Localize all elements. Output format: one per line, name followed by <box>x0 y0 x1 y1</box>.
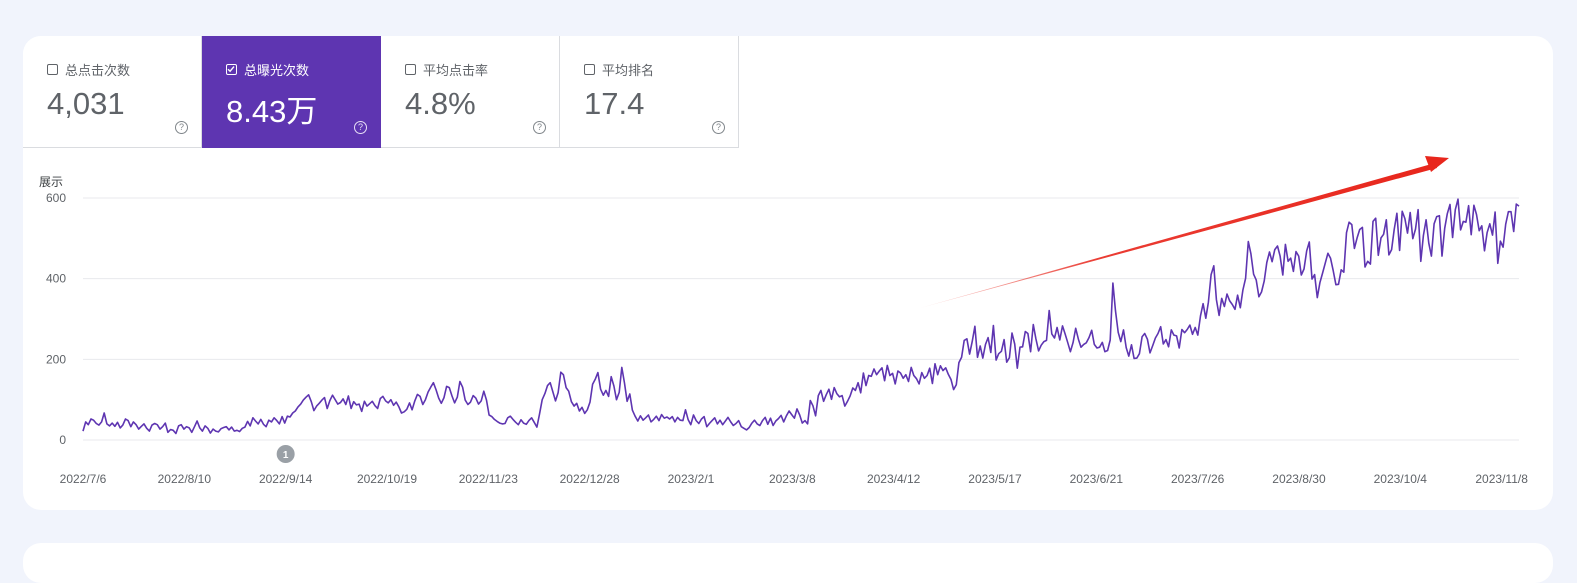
metric-average-position[interactable]: 平均排名 17.4 ? <box>560 36 739 148</box>
x-tick-label: 2023/4/12 <box>867 472 921 486</box>
y-tick-label: 0 <box>59 433 66 447</box>
annotation-layer: 1 <box>276 156 1449 463</box>
x-tick-label: 2022/9/14 <box>259 472 313 486</box>
chart-svg: 展示 0 200 400 600 2022/7/6 2022/8/10 2022/9/14… <box>39 156 1529 486</box>
annotation-marker <box>276 445 295 463</box>
checkbox-icon[interactable] <box>47 64 58 75</box>
metric-value: 4.8% <box>405 86 476 121</box>
grid-layer <box>83 197 1519 441</box>
checkbox-icon[interactable] <box>405 64 416 75</box>
metric-average-ctr[interactable]: 平均点击率 4.8% ? <box>381 36 560 148</box>
y-tick-label: 600 <box>46 191 66 205</box>
x-tick-layer: 2022/7/6 2022/8/10 2022/9/14 2022/10/19 2022… <box>60 472 1529 486</box>
x-tick-label: 2023/6/21 <box>1070 472 1124 486</box>
y-tick-label: 200 <box>46 352 66 366</box>
x-tick-label: 2023/8/30 <box>1272 472 1326 486</box>
x-tick-label: 2022/11/23 <box>459 472 518 486</box>
checkbox-checked-icon[interactable] <box>226 64 237 75</box>
x-tick-label: 2023/10/4 <box>1374 472 1428 486</box>
x-tick-label: 2023/5/17 <box>968 472 1022 486</box>
trend-arrow-annotation <box>920 163 1437 308</box>
x-tick-label: 2022/12/28 <box>560 472 620 486</box>
help-circle-icon[interactable]: ? <box>175 121 188 134</box>
metric-label: 总点击次数 <box>65 63 131 78</box>
metric-value: 4,031 <box>47 86 125 121</box>
x-tick-label: 2023/2/1 <box>668 472 715 486</box>
x-tick-label: 2022/7/6 <box>60 472 107 486</box>
metric-value: 17.4 <box>584 86 645 121</box>
metric-value: 8.43万 <box>226 94 318 129</box>
y-axis-label: 展示 <box>39 175 63 189</box>
metric-label: 平均排名 <box>602 63 655 78</box>
y-tick-label: 400 <box>46 272 66 286</box>
x-tick-label: 2022/10/19 <box>357 472 417 486</box>
metric-label: 平均点击率 <box>423 63 489 78</box>
metric-total-clicks[interactable]: 总点击次数 4,031 ? <box>23 36 202 148</box>
metric-tabs: 总点击次数 4,031 ? 总曝光次数 8.43万 ? 平均点击率 4.8% ? <box>23 36 739 149</box>
x-tick-label: 2023/11/8 <box>1475 472 1528 486</box>
help-circle-icon[interactable]: ? <box>354 121 367 134</box>
performance-card: 总点击次数 4,031 ? 总曝光次数 8.43万 ? 平均点击率 4.8% ? <box>23 36 1553 510</box>
annotation-marker-label: 1 <box>283 450 289 461</box>
x-tick-label: 2022/8/10 <box>158 472 212 486</box>
checkbox-icon[interactable] <box>584 64 595 75</box>
help-circle-icon[interactable]: ? <box>533 121 546 134</box>
metric-label: 总曝光次数 <box>244 63 310 78</box>
x-tick-label: 2023/3/8 <box>769 472 816 486</box>
series-line <box>82 198 1520 435</box>
help-circle-icon[interactable]: ? <box>712 121 725 134</box>
impressions-chart: 展示 0 200 400 600 2022/7/6 2022/8/10 2022/9/14… <box>23 36 1553 510</box>
series-layer <box>82 198 1520 435</box>
x-tick-label: 2023/7/26 <box>1171 472 1225 486</box>
next-card <box>23 543 1553 583</box>
metric-total-impressions[interactable]: 总曝光次数 8.43万 ? <box>202 36 381 148</box>
y-tick-layer: 0 200 400 600 <box>46 191 66 447</box>
trend-arrow-head <box>1425 156 1449 172</box>
